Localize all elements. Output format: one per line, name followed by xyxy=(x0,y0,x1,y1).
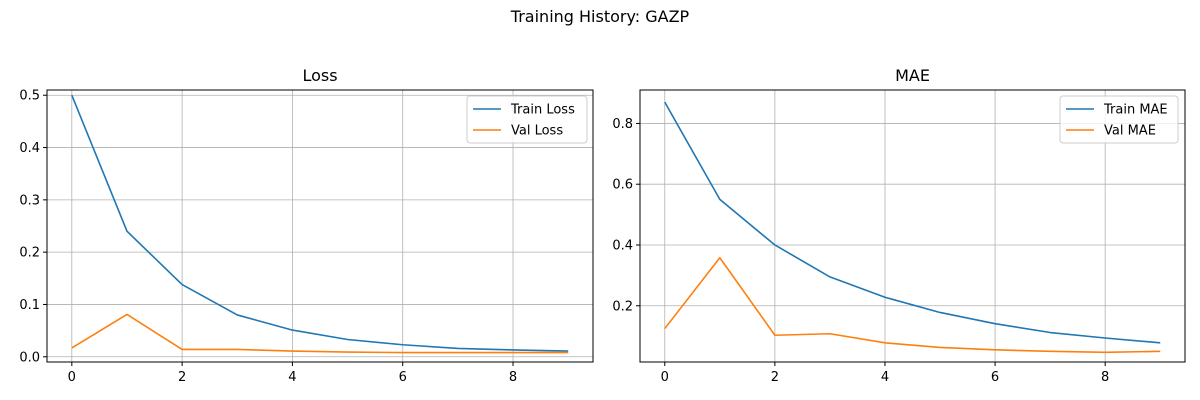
mae-legend: Train MAE Val MAE xyxy=(1059,95,1179,144)
mae-y-tick-label: 0.2 xyxy=(612,299,633,314)
loss-legend-label: Val Loss xyxy=(511,124,563,139)
mae-series-line-val-mae xyxy=(664,256,1161,354)
mae-y-tick-label: 0.8 xyxy=(612,117,633,132)
mae-y-tick-label: 0.4 xyxy=(612,238,633,253)
mae-legend-label: Train MAE xyxy=(1103,103,1168,118)
mae-x-tick-label: 2 xyxy=(771,370,779,385)
mae-legend-label: Val MAE xyxy=(1104,124,1156,139)
loss-y-tick-label: 0.5 xyxy=(19,89,40,104)
mae-x-tick-label: 6 xyxy=(991,370,999,385)
figure-suptitle: Training History: GAZP xyxy=(510,7,690,26)
mae-x-tick-label: 8 xyxy=(1101,370,1109,385)
mae-series-line-train-mae xyxy=(664,101,1161,344)
loss-series-line-train-loss xyxy=(71,94,569,352)
loss-y-tick-label: 0.1 xyxy=(19,298,40,313)
loss-x-tick-label: 0 xyxy=(68,370,76,385)
loss-legend-box xyxy=(466,95,588,144)
loss-x-tick-label: 4 xyxy=(288,370,296,385)
loss-legend-label: Train Loss xyxy=(510,103,575,118)
mae-x-tick-label: 4 xyxy=(881,370,889,385)
mae-axes-frame xyxy=(639,89,1186,363)
loss-y-tick-label: 0.4 xyxy=(19,141,40,156)
mae-chart: MAE 0 2 4 6 8 0.2 0.4 0.6 0.8 Train MAE Val MAE xyxy=(612,66,1186,385)
mae-y-tick-label: 0.6 xyxy=(612,178,633,193)
loss-x-tick-label: 8 xyxy=(509,370,517,385)
mae-chart-title: MAE xyxy=(895,66,930,85)
loss-y-tick-label: 0.2 xyxy=(19,246,40,261)
loss-axes-frame xyxy=(46,89,594,363)
loss-chart: Loss 0 2 4 6 8 0.0 0.1 0.2 0.3 0.4 0.5 Train Loss Val… xyxy=(19,66,594,385)
loss-x-tick-label: 2 xyxy=(178,370,186,385)
mae-x-tick-label: 0 xyxy=(661,370,669,385)
loss-legend: Train Loss Val Loss xyxy=(466,95,588,144)
loss-series-line-val-loss xyxy=(71,313,569,354)
loss-chart-title: Loss xyxy=(302,66,337,85)
mae-legend-box xyxy=(1059,95,1179,144)
loss-y-tick-label: 0.0 xyxy=(19,350,40,365)
loss-x-tick-label: 6 xyxy=(399,370,407,385)
loss-y-tick-label: 0.3 xyxy=(19,193,40,208)
